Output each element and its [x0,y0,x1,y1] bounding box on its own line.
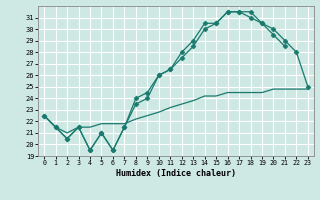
X-axis label: Humidex (Indice chaleur): Humidex (Indice chaleur) [116,169,236,178]
